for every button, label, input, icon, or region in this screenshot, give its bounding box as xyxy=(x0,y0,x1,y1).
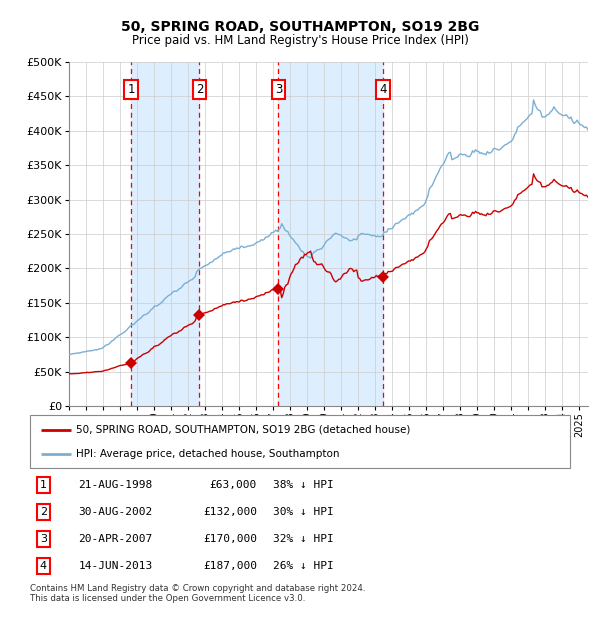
Bar xyxy=(278,62,383,406)
Text: £187,000: £187,000 xyxy=(203,561,257,571)
Text: 14-JUN-2013: 14-JUN-2013 xyxy=(79,561,153,571)
Text: 4: 4 xyxy=(40,561,47,571)
Text: 4: 4 xyxy=(379,83,386,96)
Text: HPI: Average price, detached house, Southampton: HPI: Average price, detached house, Sout… xyxy=(76,449,340,459)
Text: 2: 2 xyxy=(40,507,47,517)
Text: 32% ↓ HPI: 32% ↓ HPI xyxy=(273,534,334,544)
Text: 50, SPRING ROAD, SOUTHAMPTON, SO19 2BG: 50, SPRING ROAD, SOUTHAMPTON, SO19 2BG xyxy=(121,20,479,34)
Text: £63,000: £63,000 xyxy=(209,480,257,490)
Text: 3: 3 xyxy=(40,534,47,544)
Text: 2: 2 xyxy=(196,83,203,96)
Text: 1: 1 xyxy=(40,480,47,490)
Text: 21-AUG-1998: 21-AUG-1998 xyxy=(79,480,153,490)
Text: £170,000: £170,000 xyxy=(203,534,257,544)
Text: 30-AUG-2002: 30-AUG-2002 xyxy=(79,507,153,517)
Text: 50, SPRING ROAD, SOUTHAMPTON, SO19 2BG (detached house): 50, SPRING ROAD, SOUTHAMPTON, SO19 2BG (… xyxy=(76,425,410,435)
Text: 1: 1 xyxy=(127,83,135,96)
Text: Contains HM Land Registry data © Crown copyright and database right 2024.
This d: Contains HM Land Registry data © Crown c… xyxy=(30,584,365,603)
Bar xyxy=(131,62,199,406)
FancyBboxPatch shape xyxy=(30,415,570,468)
Text: £132,000: £132,000 xyxy=(203,507,257,517)
Text: 30% ↓ HPI: 30% ↓ HPI xyxy=(273,507,334,517)
Text: 38% ↓ HPI: 38% ↓ HPI xyxy=(273,480,334,490)
Text: 3: 3 xyxy=(275,83,282,96)
Text: 20-APR-2007: 20-APR-2007 xyxy=(79,534,153,544)
Text: Price paid vs. HM Land Registry's House Price Index (HPI): Price paid vs. HM Land Registry's House … xyxy=(131,34,469,47)
Text: 26% ↓ HPI: 26% ↓ HPI xyxy=(273,561,334,571)
